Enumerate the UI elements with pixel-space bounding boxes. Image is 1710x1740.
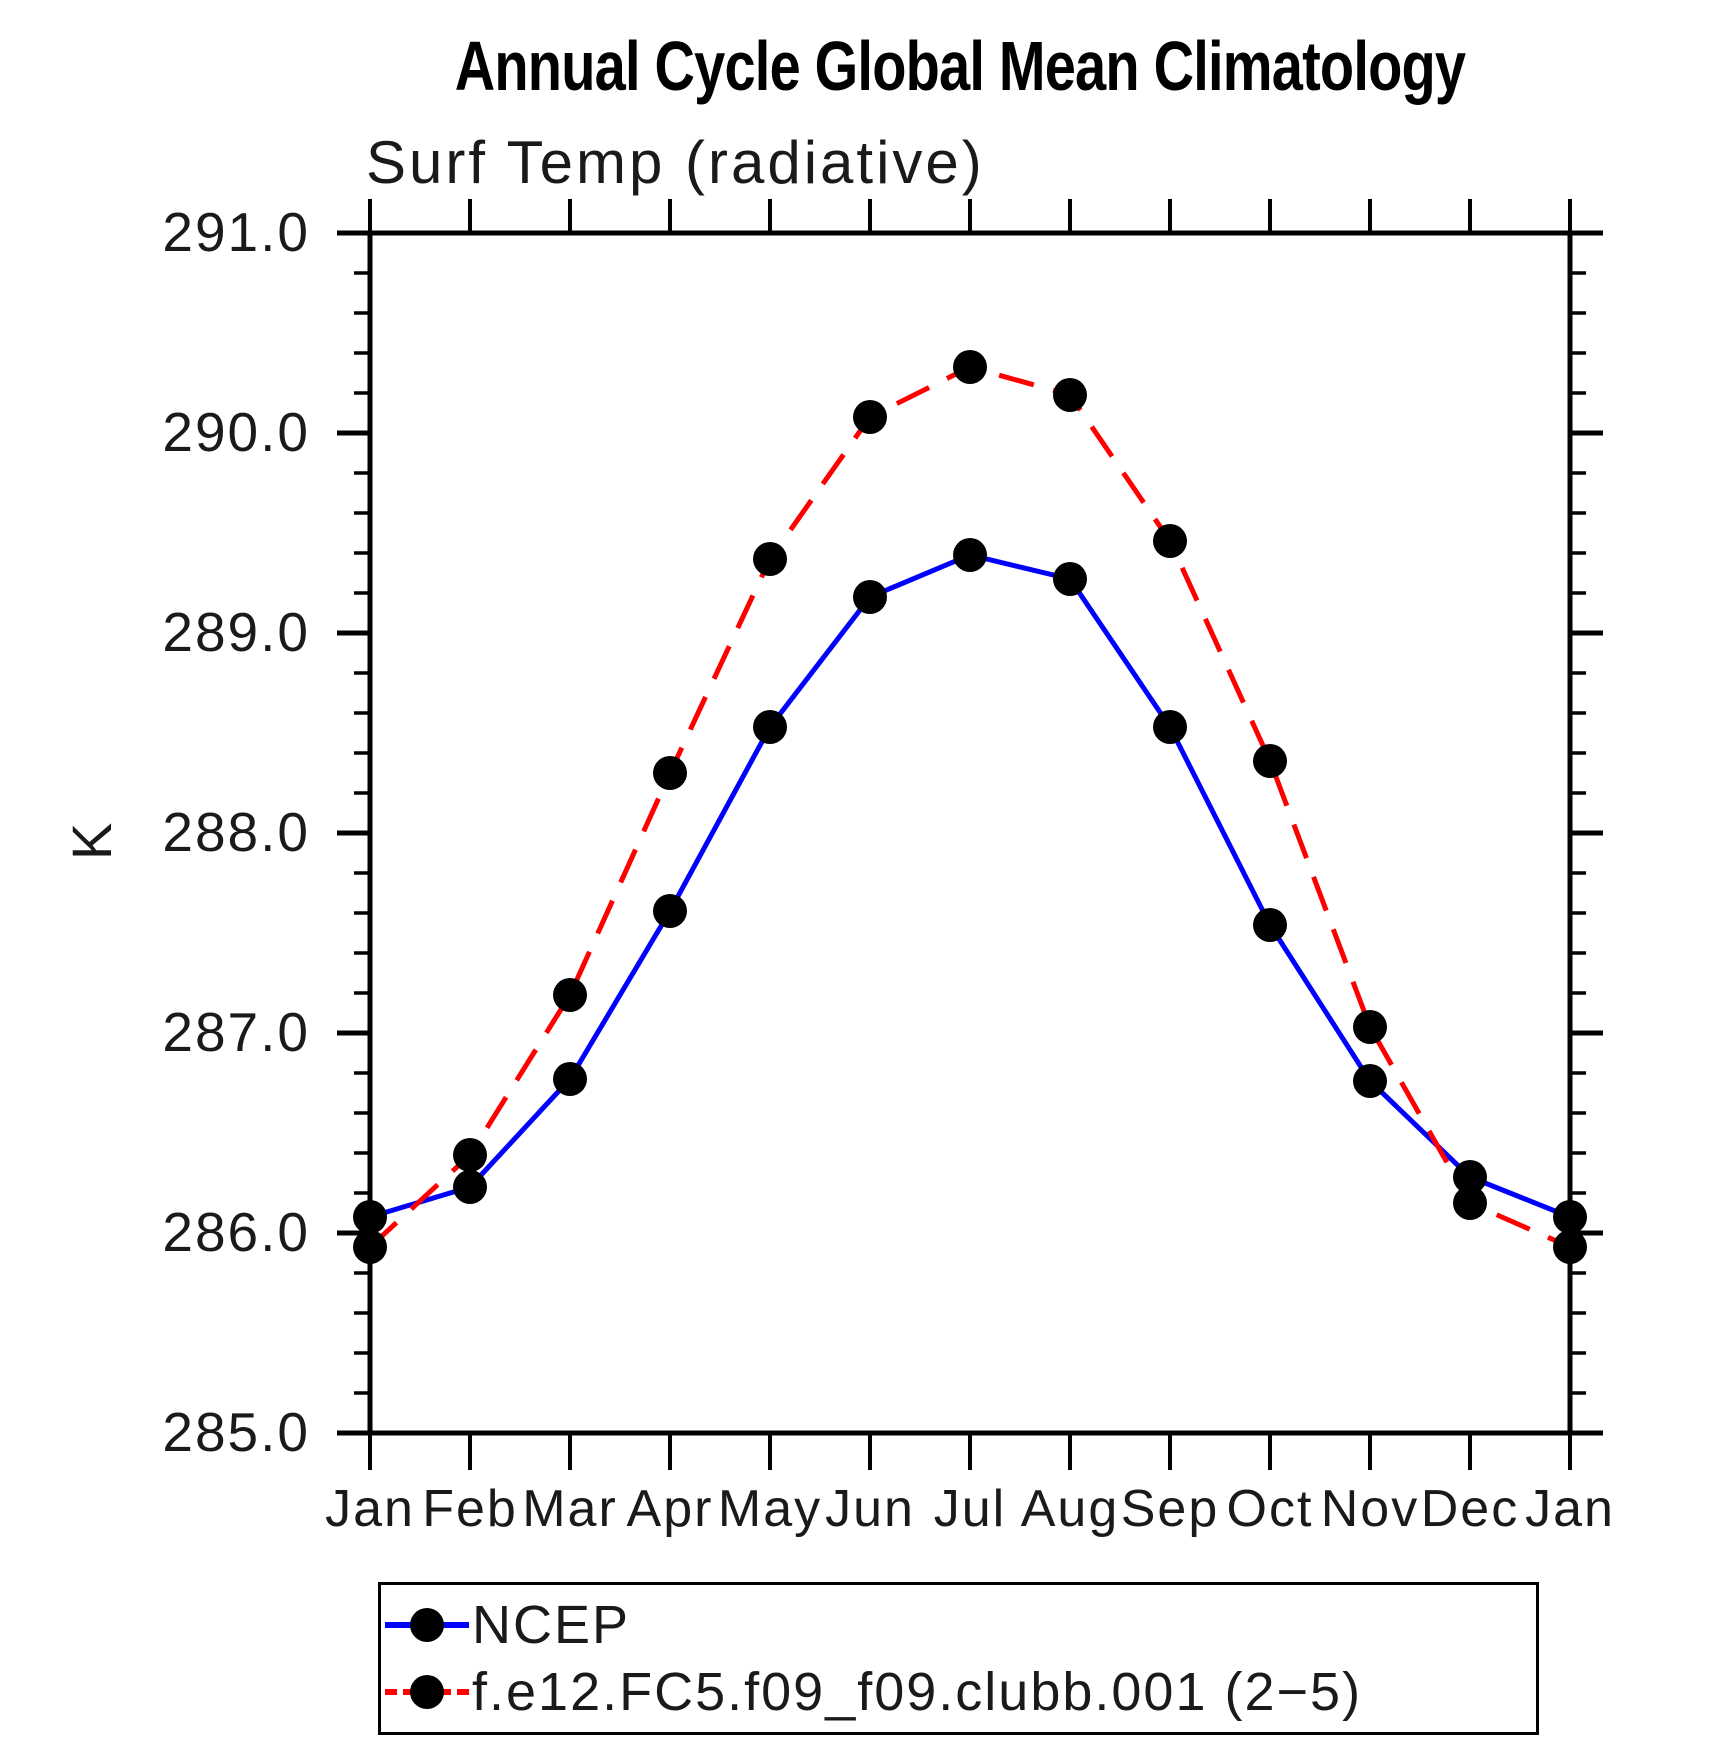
y-tick-label: 289.0: [162, 601, 310, 663]
y-tick-label: 291.0: [162, 201, 310, 263]
data-point-marker: [1153, 524, 1187, 558]
series-line-model: [368, 364, 1572, 1250]
x-tick-label: May: [717, 1480, 823, 1538]
legend-marker-dot-icon: [410, 1607, 444, 1642]
legend: NCEP f.e12.FC5.f09_f09.clubb.001 (2−5): [378, 1582, 1539, 1735]
data-point-marker: [1153, 710, 1187, 744]
x-tick-label: Oct: [1226, 1480, 1314, 1538]
data-point-marker: [953, 538, 987, 572]
data-point-marker: [353, 1230, 387, 1264]
legend-row-ncep: NCEP: [385, 1597, 1536, 1653]
legend-line-sample: [385, 1674, 469, 1710]
legend-row-model: f.e12.FC5.f09_f09.clubb.001 (2−5): [385, 1664, 1536, 1720]
data-point-marker: [853, 400, 887, 434]
legend-label-model: f.e12.FC5.f09_f09.clubb.001 (2−5): [472, 1662, 1363, 1723]
x-tick-label: Mar: [522, 1480, 618, 1538]
y-tick-label: 286.0: [162, 1201, 310, 1263]
data-point-marker: [453, 1170, 487, 1204]
data-point-marker: [753, 542, 787, 576]
y-tick-label: 290.0: [162, 401, 310, 463]
legend-marker-dot-icon: [410, 1675, 444, 1710]
data-point-marker: [1053, 378, 1087, 412]
data-point-marker: [753, 710, 787, 744]
x-tick-label: Apr: [626, 1480, 714, 1538]
data-point-marker: [1053, 562, 1087, 596]
x-tick-label: Jun: [825, 1480, 915, 1538]
data-point-marker: [1253, 744, 1287, 778]
data-point-marker: [1353, 1064, 1387, 1098]
data-point-marker: [653, 894, 687, 928]
chart-subtitle: Surf Temp (radiative): [366, 129, 985, 196]
data-point-marker: [653, 756, 687, 790]
data-point-marker: [1453, 1160, 1487, 1194]
data-point-marker: [1553, 1200, 1587, 1234]
y-tick-label: 285.0: [162, 1401, 310, 1463]
data-point-marker: [953, 350, 987, 384]
data-point-marker: [553, 978, 587, 1012]
x-tick-label: Jan: [325, 1480, 415, 1538]
x-tick-label: Nov: [1320, 1480, 1420, 1538]
plot-box: [367, 230, 1573, 1436]
chart-title: Annual Cycle Global Mean Climatology: [454, 27, 1466, 105]
data-point-marker: [1353, 1010, 1387, 1044]
x-tick-label: Dec: [1420, 1480, 1520, 1538]
data-point-marker: [553, 1062, 587, 1096]
x-tick-label: Jul: [933, 1480, 1007, 1538]
data-point-marker: [1553, 1230, 1587, 1264]
y-tick-label: 288.0: [162, 801, 310, 863]
data-point-marker: [1253, 908, 1287, 942]
legend-label-ncep: NCEP: [472, 1594, 631, 1655]
x-tick-label: Aug: [1020, 1480, 1120, 1538]
data-point-marker: [853, 580, 887, 614]
series-line-ncep: [369, 552, 1571, 1220]
x-tick-label: Jan: [1525, 1480, 1615, 1538]
x-tick-label: Feb: [422, 1480, 518, 1538]
y-tick-label: 287.0: [162, 1001, 310, 1063]
legend-line-sample: [385, 1607, 469, 1643]
data-point-marker: [353, 1200, 387, 1234]
data-point-marker: [1453, 1186, 1487, 1220]
data-point-marker: [453, 1138, 487, 1172]
x-tick-label: Sep: [1120, 1480, 1220, 1538]
